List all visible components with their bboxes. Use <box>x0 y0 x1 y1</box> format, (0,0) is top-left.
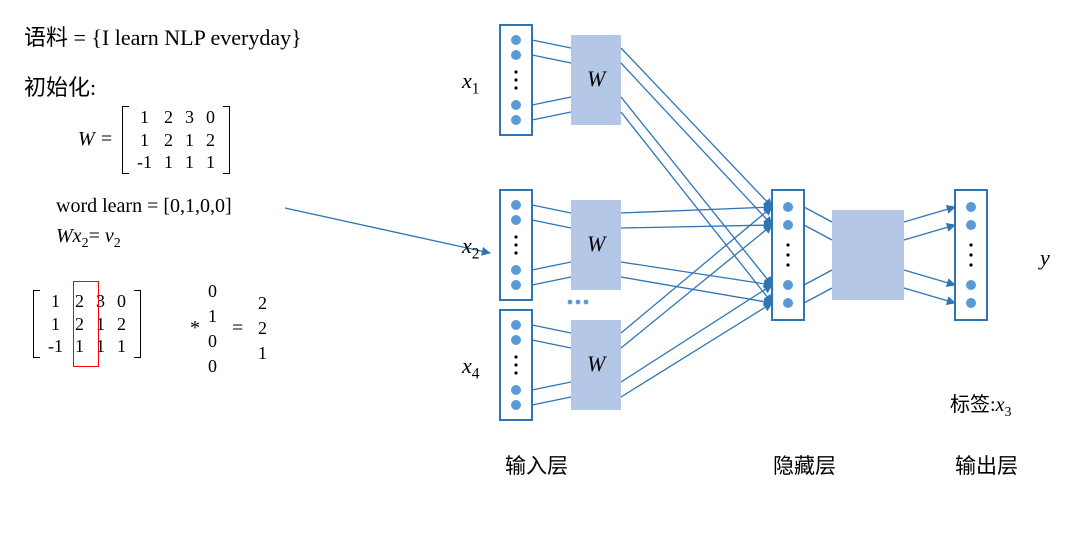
init-label: 初始化: <box>24 70 96 102</box>
output-box-group <box>955 190 987 320</box>
x4-label: x4 <box>462 353 479 383</box>
output-layer-label: 输出层 <box>955 450 1018 480</box>
x1-label: x1 <box>462 68 479 98</box>
lines-x4-to-W <box>532 325 571 405</box>
pointer-arrow <box>285 208 490 253</box>
W-label-1: W <box>587 66 605 92</box>
matrix-W: 1230 1212 -1111 <box>122 106 230 174</box>
Wx2-line: Wx2= v2 <box>56 225 121 252</box>
lines-block-to-output <box>904 207 955 303</box>
input-x2-group <box>500 190 532 300</box>
y-label: y <box>1040 245 1050 271</box>
input-x1-group <box>500 25 532 135</box>
label-x3: 标签:x3 <box>950 388 1011 421</box>
lines-x2-to-W <box>532 205 571 285</box>
input-ellipsis <box>568 300 589 305</box>
vector-x2: 0100 <box>205 278 220 380</box>
vector-v2: 221 <box>255 290 270 367</box>
equals-symbol: = <box>232 317 243 340</box>
lines-hidden-to-block <box>804 207 832 303</box>
W-label-2: W <box>587 231 605 257</box>
matrix-col-highlight <box>73 281 99 367</box>
x2-label: x2 <box>462 233 479 263</box>
star-symbol: * <box>190 317 200 340</box>
lines-W-to-hidden <box>621 48 772 397</box>
lines-x1-to-W <box>532 40 571 120</box>
W-equals: W = <box>78 128 113 151</box>
input-layer-label: 输入层 <box>505 450 568 480</box>
W-label-3: W <box>587 351 605 377</box>
corpus-line: 语料 = {I learn NLP everyday} <box>24 20 302 52</box>
word-learn-line: word learn = [0,1,0,0] <box>56 195 232 218</box>
hidden-layer-label: 隐藏层 <box>773 450 836 480</box>
matrix-W-body: 1230 1212 -1111 <box>131 106 221 174</box>
input-x4-group <box>500 310 532 420</box>
hidden-box-group <box>772 190 804 320</box>
hidden-block <box>832 210 904 300</box>
